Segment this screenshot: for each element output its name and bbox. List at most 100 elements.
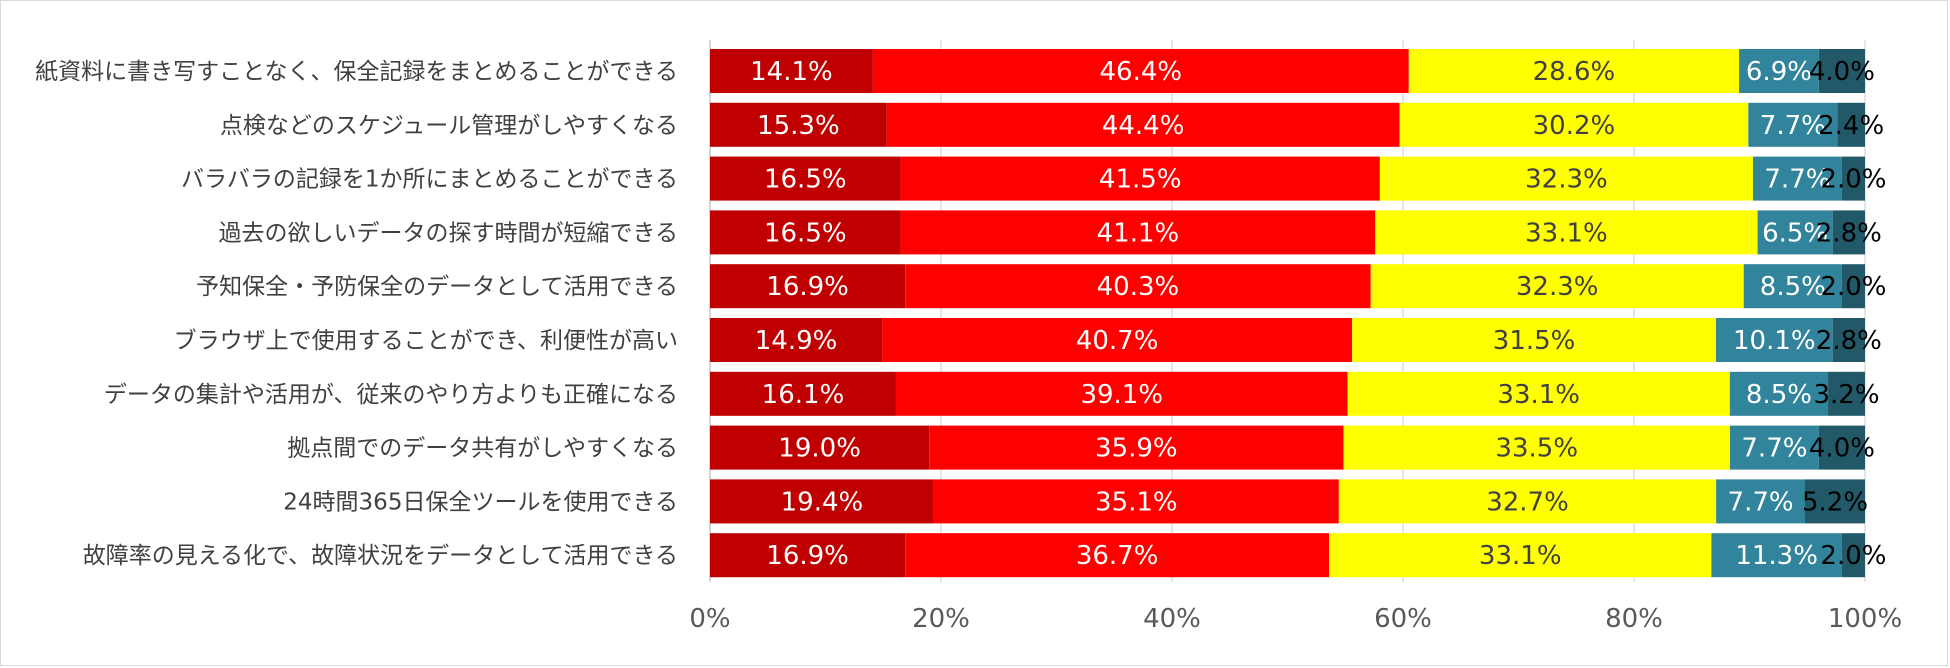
bar-row: 14.9% 40.7% 31.5% 10.1% 2.8% xyxy=(710,318,1882,362)
bar-row: 19.4% 35.1% 32.7% 7.7% 5.2% xyxy=(710,479,1868,524)
x-tick-label: 20% xyxy=(912,604,970,634)
bar-segment-series1 xyxy=(710,533,906,578)
data-label: 2.0% xyxy=(1820,272,1886,302)
category-label: 予知保全・予防保全のデータとして活用できる xyxy=(196,274,678,300)
bar-segment-series2 xyxy=(872,49,1409,93)
data-label: 41.1% xyxy=(1097,218,1180,248)
bar-segment-series4 xyxy=(1730,425,1819,470)
bar-segment-series1 xyxy=(710,156,901,201)
bar-segment-series3 xyxy=(1375,210,1758,255)
bar-row: 16.9% 40.3% 32.3% 8.5%2.0% xyxy=(710,264,1886,309)
bar-row: 16.5% 41.5% 32.3% 7.7%2.0% xyxy=(710,156,1886,201)
bar-segment-series5 xyxy=(1828,371,1865,416)
data-label: 7.7% xyxy=(1728,487,1794,517)
data-label: 7.7% xyxy=(1741,434,1807,464)
category-label: 紙資料に書き写すことなく、保全記録をまとめることができる xyxy=(35,59,678,85)
data-label: 36.7% xyxy=(1076,541,1159,571)
category-label: 拠点間でのデータ共有がしやすくなる xyxy=(287,436,678,462)
data-label: 2.4% xyxy=(1818,111,1884,141)
data-label: 19.4% xyxy=(781,487,864,517)
bar-row: 16.1% 39.1% 33.1% 8.5% 3.2% xyxy=(710,371,1880,416)
data-label: 5.2% xyxy=(1802,487,1868,517)
data-label: 32.3% xyxy=(1525,165,1608,195)
bar-segment-series4 xyxy=(1716,318,1833,362)
data-label: 7.7% xyxy=(1760,111,1826,141)
bar-segment-series5 xyxy=(1837,102,1865,147)
data-label: 33.1% xyxy=(1525,218,1608,248)
data-label: 4.0% xyxy=(1809,57,1875,87)
data-label: 4.0% xyxy=(1809,434,1875,464)
bar-segment-series5 xyxy=(1805,479,1865,524)
data-label: 39.1% xyxy=(1080,380,1163,410)
data-label: 31.5% xyxy=(1493,326,1576,356)
data-label: 32.3% xyxy=(1516,272,1599,302)
bar-segment-series4 xyxy=(1757,210,1833,255)
data-label: 16.9% xyxy=(766,541,849,571)
data-label: 35.1% xyxy=(1095,487,1178,517)
bar-segment-series1 xyxy=(710,425,930,470)
bar-segment-series4 xyxy=(1716,479,1805,524)
x-tick-label: 0% xyxy=(689,604,730,634)
bar-row: 15.3% 44.4% 30.2% 7.7%2.4% xyxy=(710,102,1884,147)
data-label: 2.8% xyxy=(1816,326,1882,356)
data-label: 19.0% xyxy=(778,434,861,464)
data-label: 46.4% xyxy=(1100,57,1183,87)
bar-segment-series2 xyxy=(905,264,1371,309)
data-label: 30.2% xyxy=(1533,111,1616,141)
bar-segment-series2 xyxy=(886,102,1400,147)
x-tick-label: 80% xyxy=(1605,604,1663,634)
data-label: 33.1% xyxy=(1479,541,1562,571)
bar-segment-series3 xyxy=(1352,318,1717,362)
bar-segment-series3 xyxy=(1347,371,1730,416)
bar-segment-series2 xyxy=(933,479,1339,524)
bar-segment-series5 xyxy=(1841,264,1865,309)
data-label: 2.0% xyxy=(1820,165,1886,195)
bar-segment-series5 xyxy=(1832,210,1865,255)
data-label: 33.1% xyxy=(1497,380,1580,410)
bar-segment-series3 xyxy=(1408,49,1740,93)
bar-segment-series2 xyxy=(882,318,1353,362)
bar-segment-series5 xyxy=(1841,156,1865,201)
bar-segment-series3 xyxy=(1329,533,1712,578)
bar-segment-series4 xyxy=(1739,49,1819,93)
bars: 14.1% 46.4% 28.6% 6.9%4.0%15.3% 44.4% 30.2% 7.… xyxy=(710,49,1886,578)
data-label: 16.5% xyxy=(764,218,847,248)
data-label: 6.5% xyxy=(1762,218,1828,248)
bar-segment-series5 xyxy=(1818,49,1865,93)
data-label: 14.9% xyxy=(755,326,838,356)
data-label: 3.2% xyxy=(1813,380,1879,410)
bar-segment-series2 xyxy=(895,371,1348,416)
data-label: 16.1% xyxy=(762,380,845,410)
bar-row: 14.1% 46.4% 28.6% 6.9%4.0% xyxy=(710,49,1875,93)
data-label: 44.4% xyxy=(1102,111,1185,141)
bar-segment-series5 xyxy=(1818,425,1865,470)
bar-segment-series4 xyxy=(1743,264,1842,309)
category-labels: 紙資料に書き写すことなく、保全記録をまとめることができる点検などのスケジュール管… xyxy=(35,59,678,569)
data-label: 40.7% xyxy=(1076,326,1159,356)
bar-segment-series2 xyxy=(929,425,1344,470)
bar-segment-series5 xyxy=(1832,318,1865,362)
category-label: 点検などのスケジュール管理がしやすくなる xyxy=(220,113,678,139)
data-label: 10.1% xyxy=(1733,326,1816,356)
bar-segment-series1 xyxy=(710,102,887,147)
bar-segment-series3 xyxy=(1370,264,1744,309)
category-label: 24時間365日保全ツールを使用できる xyxy=(283,489,678,515)
data-label: 33.5% xyxy=(1495,434,1578,464)
bar-segment-series4 xyxy=(1748,102,1838,147)
bar-segment-series1 xyxy=(710,479,934,524)
category-label: 故障率の見える化で、故障状況をデータとして活用できる xyxy=(83,543,678,569)
bar-row: 19.0% 35.9% 33.5% 7.7% 4.0% xyxy=(710,425,1875,470)
data-label: 11.3% xyxy=(1735,541,1818,571)
data-label: 41.5% xyxy=(1099,165,1182,195)
data-label: 28.6% xyxy=(1533,57,1616,87)
data-label: 32.7% xyxy=(1486,487,1569,517)
bar-row: 16.9% 36.7% 33.1% 11.3% 2.0% xyxy=(710,533,1886,578)
bar-segment-series2 xyxy=(905,533,1330,578)
bar-segment-series4 xyxy=(1729,371,1829,416)
data-label: 2.0% xyxy=(1820,541,1886,571)
data-label: 7.7% xyxy=(1764,165,1830,195)
bar-segment-series2 xyxy=(900,156,1380,201)
bar-segment-series3 xyxy=(1338,479,1717,524)
bar-segment-series1 xyxy=(710,318,883,362)
